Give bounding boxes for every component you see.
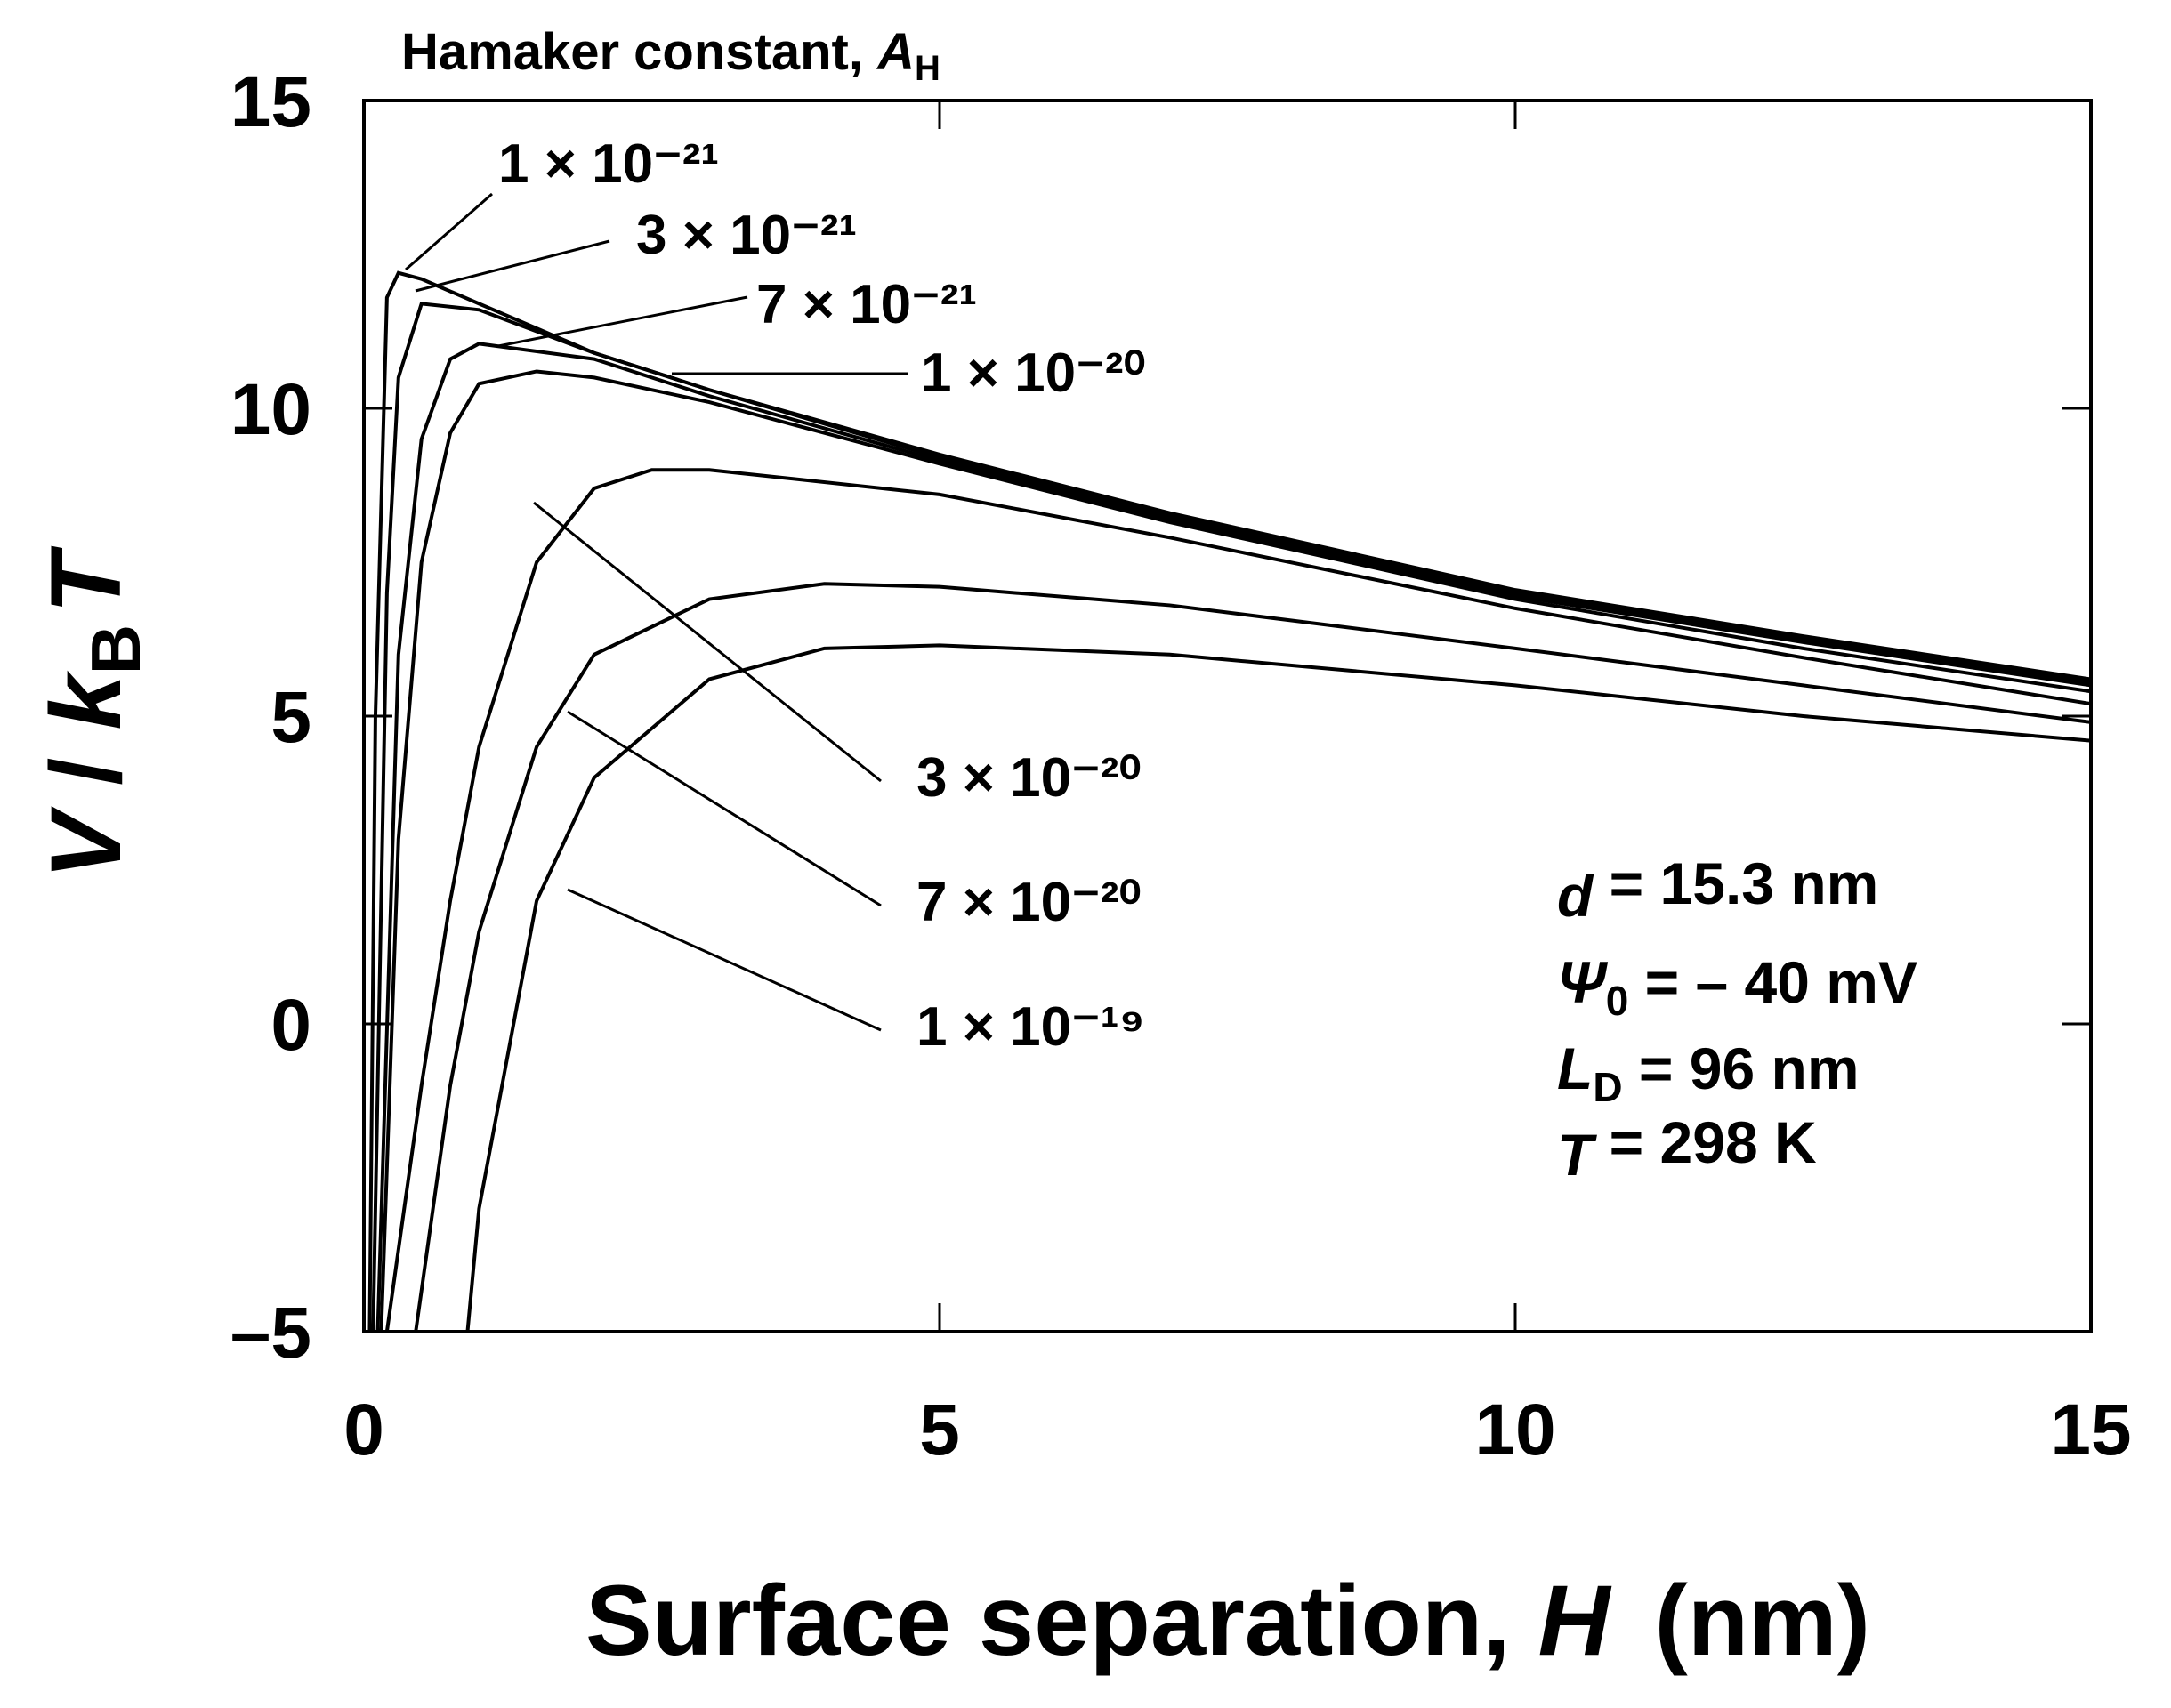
leader-line (415, 239, 610, 293)
annotation: T = 298 K (1557, 1109, 1817, 1188)
annotation-symbol: d (1557, 863, 1594, 929)
series-label: 7 × 10⁻²¹ (756, 274, 977, 335)
series-label: 3 × 10⁻²¹ (636, 205, 857, 266)
x-tick-label: 5 (919, 1390, 960, 1470)
annotation-text: = 15.3 nm (1593, 850, 1878, 916)
annotation: Ψ0 = – 40 mV (1557, 949, 1917, 1024)
curve (367, 270, 2091, 1332)
annotation-sub: 0 (1606, 978, 1629, 1024)
curve (371, 302, 2091, 1332)
series-label: 7 × 10⁻²⁰ (916, 872, 1141, 933)
curve (375, 342, 2091, 1332)
plot-frame (362, 99, 2093, 1333)
leader-line (497, 295, 748, 348)
leader-line (567, 888, 882, 1032)
curve (384, 468, 2091, 1332)
legend-title: Hamaker constant, AH (401, 23, 940, 88)
series-label: 1 × 10⁻²⁰ (921, 342, 1145, 404)
y-tick-label: –5 (230, 1293, 311, 1374)
x-axis-label: Surface separation, H (nm) (585, 1565, 1870, 1676)
annotation-text: = 298 K (1593, 1109, 1817, 1175)
y-axis-label: V / kBT (30, 545, 155, 880)
curve (379, 369, 2091, 1332)
annotation-text: = 96 nm (1623, 1035, 1860, 1101)
series-label: 1 × 10⁻²¹ (498, 133, 719, 195)
y-tick-label: 10 (230, 369, 311, 450)
y-tick-label: 15 (230, 61, 311, 142)
series-label: 1 × 10⁻¹⁹ (916, 996, 1145, 1058)
y-tick-label: 5 (270, 677, 311, 758)
curve (465, 643, 2091, 1332)
annotation: d = 15.3 nm (1557, 850, 1878, 929)
annotation-symbol: T (1557, 1122, 1597, 1188)
leader-line (567, 710, 882, 907)
series-label: 3 × 10⁻²⁰ (916, 747, 1141, 809)
leader-line (533, 501, 882, 783)
x-tick-label: 15 (2050, 1390, 2131, 1470)
annotation: LD = 96 nm (1557, 1035, 1860, 1110)
annotation-symbol: Ψ (1557, 949, 1609, 1015)
x-tick-label: 0 (343, 1390, 384, 1470)
curve (414, 582, 2091, 1332)
annotation-text: = – 40 mV (1628, 949, 1917, 1015)
annotation-symbol: L (1557, 1035, 1593, 1101)
y-tick-label: 0 (270, 985, 311, 1066)
annotation-sub: D (1593, 1064, 1622, 1110)
leader-line (405, 192, 493, 271)
x-tick-label: 10 (1474, 1390, 1555, 1470)
